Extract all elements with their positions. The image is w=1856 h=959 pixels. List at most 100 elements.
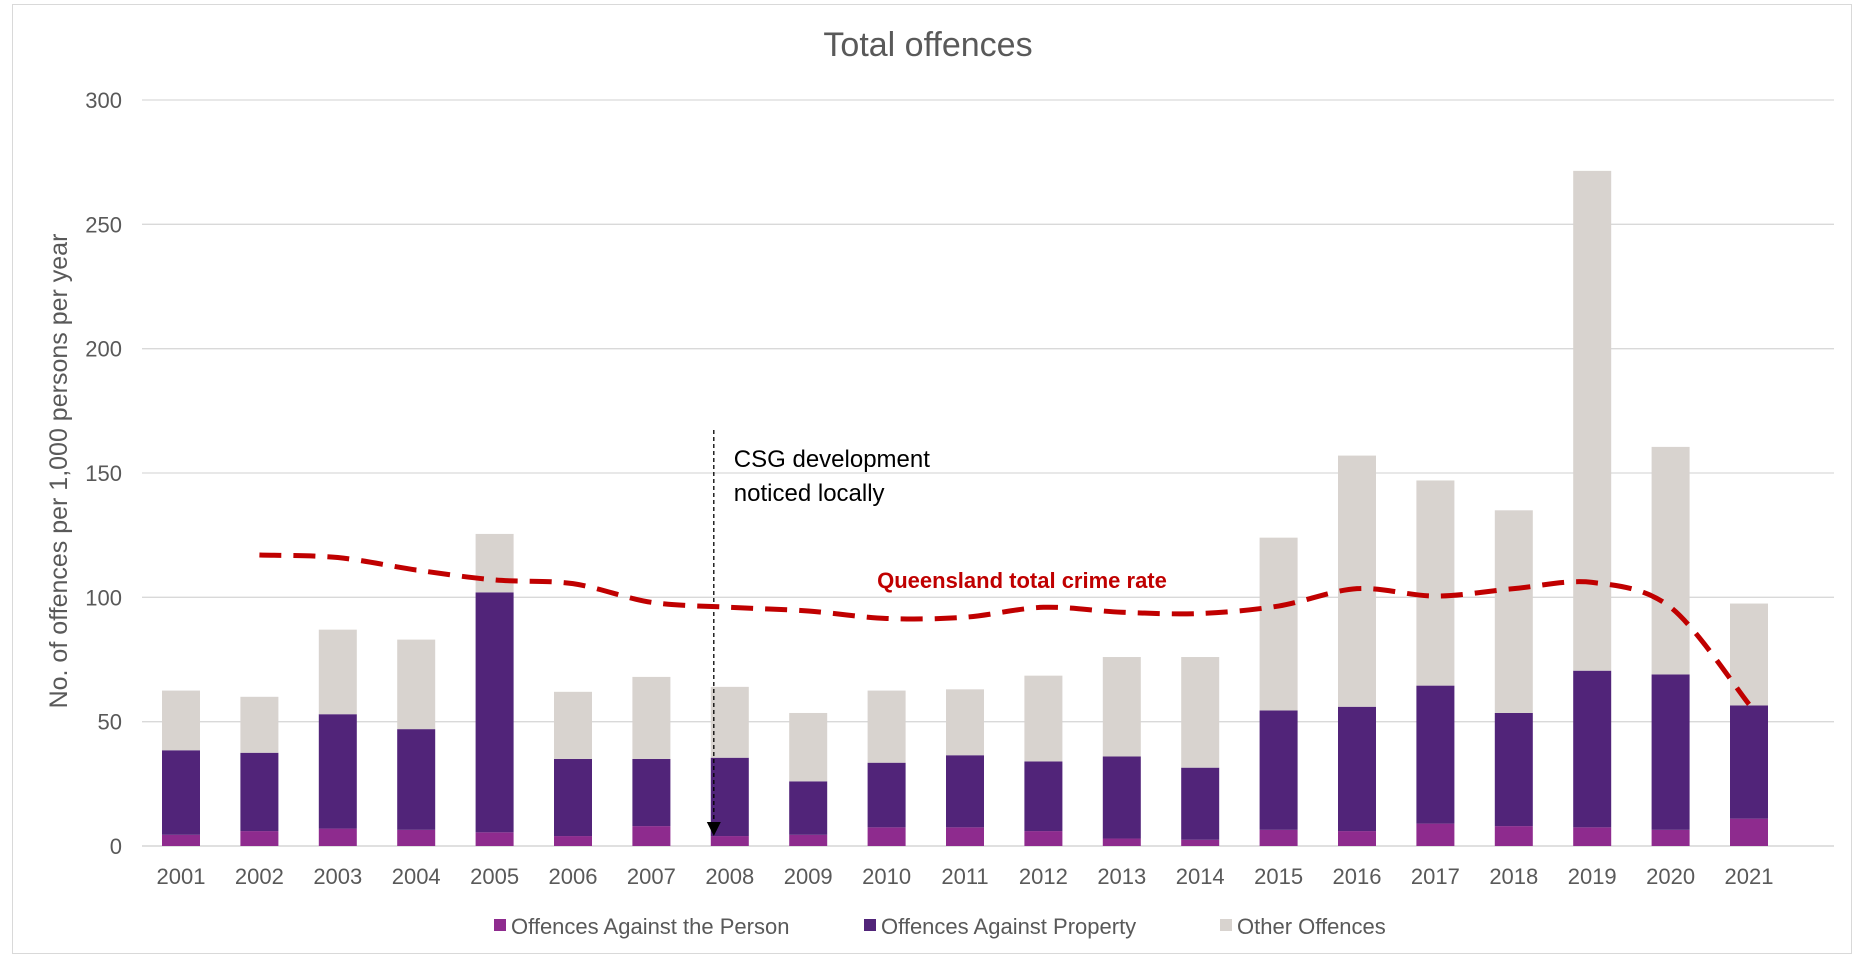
legend: Offences Against the Person Offences Agai… <box>494 914 1386 939</box>
bar-segment <box>1181 767 1220 840</box>
x-tick-label: 2015 <box>1254 864 1303 889</box>
bar-segment <box>162 750 200 835</box>
bar-segment <box>789 712 828 782</box>
x-tick-label: 2001 <box>157 864 206 889</box>
y-tick-label: 50 <box>98 710 122 735</box>
y-tick-label: 250 <box>85 212 122 237</box>
bar-segment <box>240 696 279 753</box>
x-tick-label: 2008 <box>705 864 754 889</box>
bar-segment <box>1338 455 1376 707</box>
legend-swatch <box>864 919 876 931</box>
x-tick-label: 2019 <box>1568 864 1617 889</box>
bar-segment <box>1416 480 1455 686</box>
x-tick-label: 2020 <box>1646 864 1695 889</box>
bar-segment <box>1573 170 1612 671</box>
bar-segment <box>1494 510 1533 713</box>
legend-label: Offences Against Property <box>881 914 1136 939</box>
y-tick-label: 300 <box>85 88 122 113</box>
bar-segment <box>475 832 514 846</box>
bar-segment <box>946 755 984 828</box>
bar-segment <box>1730 818 1768 846</box>
csg-annotation: CSG development noticed locally <box>706 430 930 836</box>
bar-segment <box>318 828 357 846</box>
bar-segment <box>632 676 671 759</box>
bar-segment <box>1024 761 1063 832</box>
bar-segment <box>867 690 906 763</box>
y-axis-label: No. of offences per 1,000 persons per ye… <box>45 234 73 709</box>
bar-segment <box>1573 670 1612 828</box>
bar-segment <box>1024 675 1063 762</box>
bar-segment <box>1259 710 1298 830</box>
bar-segment <box>1102 838 1141 846</box>
bar-segment <box>240 831 279 846</box>
y-tick-label: 100 <box>85 585 122 610</box>
chart-title: Total offences <box>823 26 1032 64</box>
x-tick-label: 2002 <box>235 864 284 889</box>
x-tick-label: 2011 <box>941 864 988 889</box>
x-tick-label: 2017 <box>1411 864 1460 889</box>
bar-segment <box>1181 657 1220 768</box>
bar-segment <box>162 834 200 846</box>
chart-frame <box>12 4 1852 954</box>
bar-segment <box>1024 831 1063 846</box>
bar-segment <box>1494 826 1533 846</box>
bar-segment <box>946 827 984 846</box>
bar-segment <box>1416 685 1455 824</box>
x-tick-label: 2003 <box>313 864 362 889</box>
bars <box>162 170 1768 846</box>
x-tick-label: 2009 <box>784 864 833 889</box>
x-tick-label: 2007 <box>627 864 676 889</box>
y-tick-label: 150 <box>85 461 122 486</box>
x-tick-label: 2004 <box>392 864 441 889</box>
csg-annotation-line-1: CSG development <box>734 446 930 473</box>
y-tick-labels: 0 50 100 150 200 250 300 <box>85 88 122 859</box>
bar-segment <box>1338 706 1376 832</box>
bar-segment <box>318 629 357 715</box>
y-tick-label: 200 <box>85 337 122 362</box>
bar-segment <box>1416 823 1455 846</box>
bar-segment <box>632 826 671 846</box>
bar-segment <box>632 758 671 827</box>
x-tick-label: 2021 <box>1725 864 1774 889</box>
bar-segment <box>1102 756 1141 839</box>
queensland-crime-rate-line <box>259 552 1751 706</box>
bar-segment <box>240 752 279 832</box>
x-tick-label: 2014 <box>1176 864 1225 889</box>
bar-segment <box>789 781 828 835</box>
legend-label: Offences Against the Person <box>511 914 789 939</box>
x-tick-labels: 2001 2002 2003 2004 2005 2006 2007 2008 2009 2010… <box>157 864 1774 889</box>
bar-segment <box>867 762 906 828</box>
bar-segment <box>318 714 357 829</box>
bar-segment <box>1730 705 1768 819</box>
bar-segment <box>867 827 906 846</box>
csg-annotation-line-2: noticed locally <box>734 480 885 507</box>
bar-segment <box>710 686 749 758</box>
legend-label: Other Offences <box>1237 914 1386 939</box>
x-tick-label: 2006 <box>549 864 598 889</box>
x-tick-label: 2013 <box>1097 864 1146 889</box>
y-tick-label: 0 <box>110 834 122 859</box>
bar-segment <box>162 690 200 751</box>
x-tick-label: 2010 <box>862 864 911 889</box>
legend-swatch <box>494 919 506 931</box>
bar-segment <box>1494 712 1533 827</box>
bar-segment <box>789 834 828 846</box>
bar-segment <box>397 729 436 830</box>
bar-segment <box>397 639 436 730</box>
queensland-crime-rate-label: Queensland total crime rate <box>877 568 1167 593</box>
bar-segment <box>1651 674 1690 830</box>
bar-segment <box>475 533 514 593</box>
x-tick-label: 2018 <box>1489 864 1538 889</box>
bar-segment <box>1259 537 1298 711</box>
bar-segment <box>554 758 592 837</box>
bar-segment <box>1573 827 1612 846</box>
bar-segment <box>1259 829 1298 846</box>
bar-segment <box>946 689 984 756</box>
bar-segment <box>1338 831 1376 846</box>
bar-segment <box>1651 829 1690 846</box>
bar-segment <box>554 836 592 846</box>
x-tick-label: 2012 <box>1019 864 1068 889</box>
bar-segment <box>1102 657 1141 757</box>
bar-segment <box>554 691 592 759</box>
